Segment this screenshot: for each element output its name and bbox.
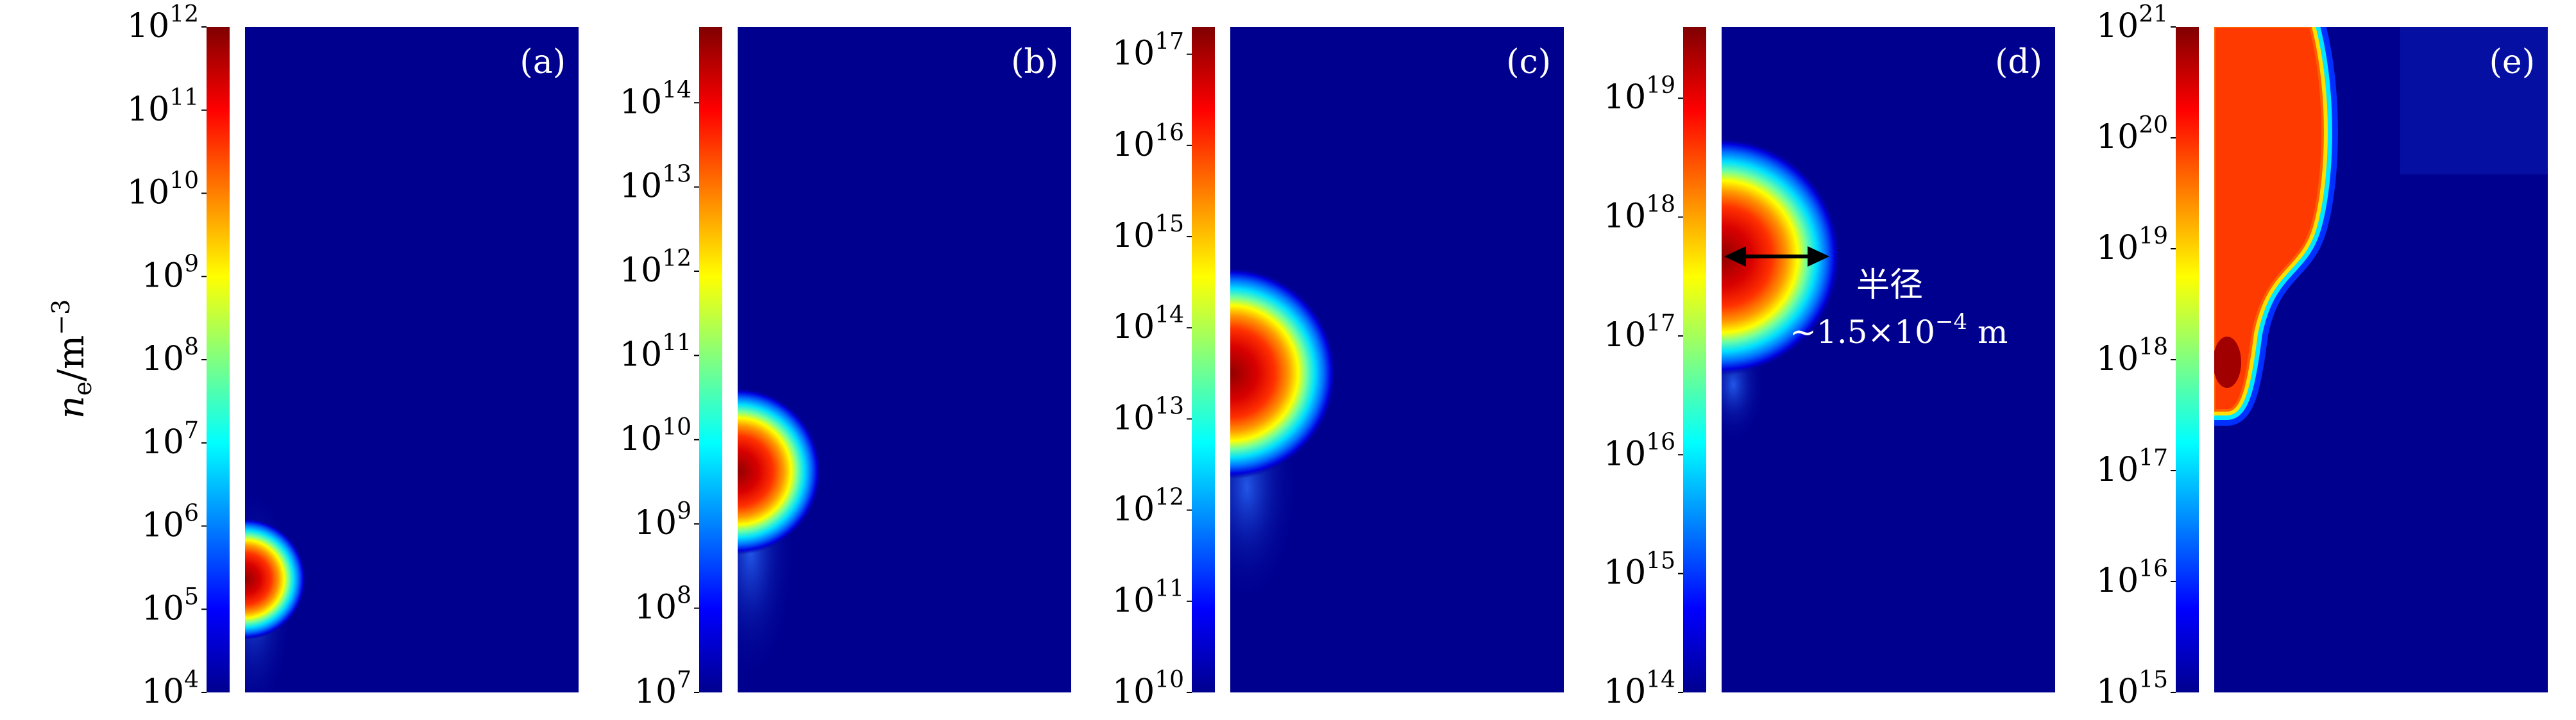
radius-label: 半径: [1856, 266, 1923, 305]
colorbar-tick-label: 1010: [1112, 667, 1184, 711]
ylabel-subscript: e: [69, 381, 97, 396]
colorbar: [699, 27, 722, 692]
panel-label: (b): [1011, 43, 1058, 81]
colorbar-tick-label: 1015: [1112, 211, 1184, 255]
colorbar-tick-label: 1015: [1604, 548, 1675, 592]
colorbar-tick-label: 106: [142, 501, 199, 545]
panel-label: (a): [520, 43, 566, 81]
colorbar-tick-label: 1010: [127, 168, 199, 212]
colorbar-tick-label: 104: [142, 667, 199, 711]
panel-label: (c): [1506, 43, 1551, 81]
colorbar-tick-label: 107: [634, 667, 691, 711]
radius-annotation: 半径 ~1.5×10−4 m: [1724, 246, 2008, 351]
heatmap-field: [245, 487, 306, 692]
heatmap-field: [738, 388, 821, 680]
colorbar-tick-label: 1017: [2096, 445, 2168, 489]
colorbar-tick-label: 1019: [2096, 223, 2168, 267]
colorbar-tick-label: 1016: [1112, 120, 1184, 164]
ylabel-symbol: n: [51, 396, 92, 419]
colorbar-tick-label: 108: [142, 334, 199, 378]
radius-value: ~1.5×10−4 m: [1790, 309, 2008, 351]
colorbar: [1192, 27, 1215, 692]
colorbar-tick-label: 109: [634, 498, 691, 542]
heatmap-field: [1230, 267, 1336, 603]
colorbar-tick-label: 1013: [620, 162, 691, 206]
colorbar-tick-label: 1020: [2096, 112, 2168, 156]
colorbar-tick-label: 1016: [2096, 556, 2168, 600]
colorbar-tick-label: 1010: [620, 414, 691, 458]
colorbar: [1683, 27, 1706, 692]
radius-arrow-head-right: [1808, 246, 1829, 267]
colorbar-tick-label: 1012: [620, 246, 691, 290]
density-faint-region: [2400, 27, 2548, 174]
density-plume-peak: [2214, 337, 2241, 388]
colorbar-tick-label: 1011: [127, 85, 199, 129]
heatmap-field: [2214, 27, 2548, 426]
colorbar-tick-label: 1017: [1604, 310, 1675, 355]
density-blob: [1230, 267, 1336, 479]
colorbar-tick-label: 109: [142, 251, 199, 295]
colorbar: [207, 27, 230, 692]
colorbar-tick-label: 1014: [1112, 302, 1184, 346]
colorbar-tick-label: 1012: [1112, 485, 1184, 529]
density-plume-core: [2214, 27, 2324, 412]
colorbar-tick-label: 105: [142, 583, 199, 628]
density-blob: [738, 388, 821, 555]
panel-0: 104 105 106 107 108 109 1010 1011 1012 (a): [127, 1, 579, 711]
colorbar-tick-label: 1013: [1112, 393, 1184, 437]
colorbar-tick-label: 1015: [2096, 667, 2168, 711]
colorbar-tick-label: 1012: [127, 1, 199, 46]
panel-4: 1015 1016 1017 1018 1019 1020 1021 (e): [2096, 1, 2548, 711]
panel-3: 1014 1015 1016 1017 1018 1019 (d): [1604, 27, 2055, 711]
radius-arrow-head-left: [1724, 246, 1746, 267]
panel-label: (d): [1995, 43, 2042, 81]
colorbar-tick-label: 1014: [1604, 667, 1675, 711]
colorbar-tick-label: 1018: [2096, 334, 2168, 378]
colorbar-tick-label: 1011: [620, 330, 691, 374]
colorbar-tick-label: 107: [142, 417, 199, 462]
panel-1: 107 108 109 1010 1011 1012 1013 1014 (b): [620, 27, 1071, 711]
colorbar-tick-label: 1017: [1112, 29, 1184, 73]
ylabel-unit: /m: [51, 335, 92, 381]
panel-2: 1010 1011 1012 1013 1014 1015 1016 1017 (c): [1112, 27, 1564, 711]
colorbar-tick-label: 1011: [1112, 576, 1184, 620]
colorbar-tick-label: 108: [634, 583, 691, 627]
colorbar-tick-label: 1019: [1604, 72, 1675, 117]
density-blob: [245, 518, 306, 640]
colorbar-tick-label: 1021: [2096, 1, 2168, 46]
colorbar-tick-label: 1018: [1604, 192, 1675, 236]
colorbar: [2176, 27, 2199, 692]
ylabel-exponent: −3: [47, 299, 75, 335]
colorbar-tick-label: 1016: [1604, 429, 1675, 473]
y-axis-label: ne/m−3: [47, 299, 97, 419]
colorbar-tick-label: 1014: [620, 77, 691, 121]
panel-label: (e): [2489, 43, 2535, 81]
